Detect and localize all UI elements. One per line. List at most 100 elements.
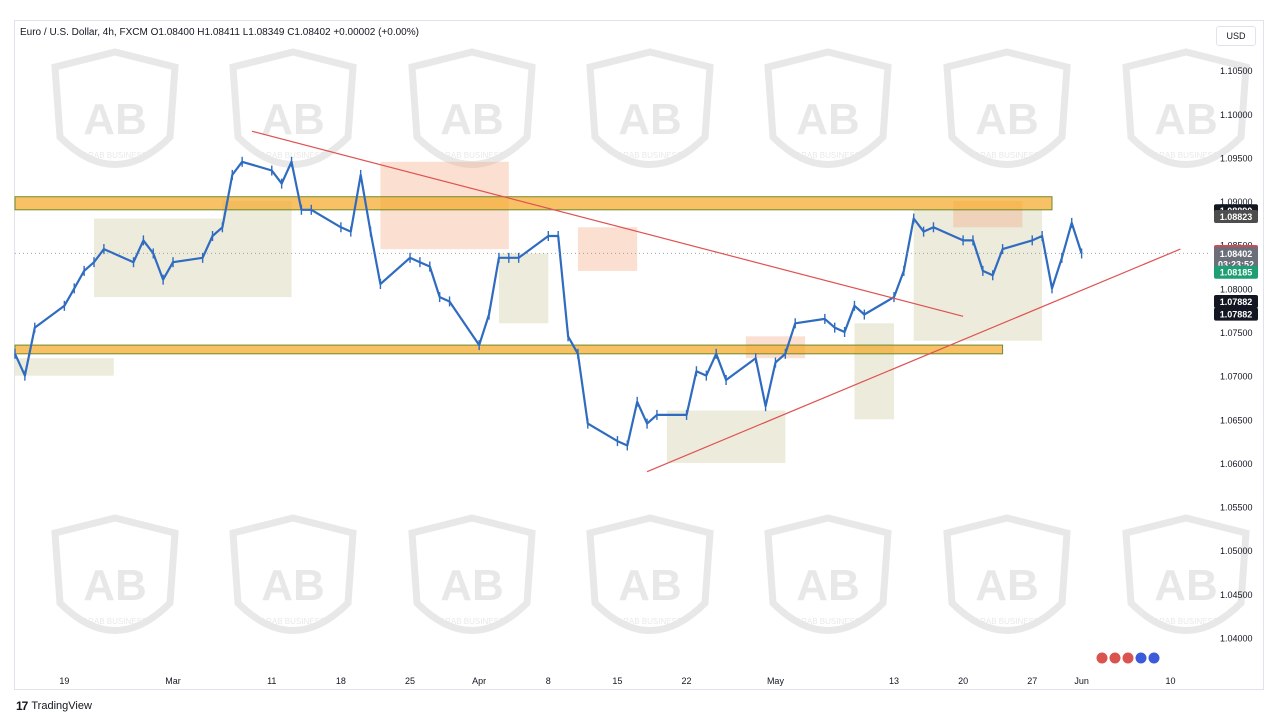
price-tick-label: 1.10000	[1220, 110, 1253, 120]
zone-box	[498, 253, 549, 324]
watermark-shield: AB ARAB BUSINESS	[51, 514, 179, 634]
trendline	[251, 130, 964, 317]
price-axis-tag-label: 1.07882	[1220, 297, 1253, 307]
event-flag-icon	[1095, 651, 1109, 665]
price-axis-tag	[1214, 294, 1258, 308]
watermark-label: ARAB BUSINESS	[796, 151, 860, 160]
price-tick-label: 1.05000	[1220, 546, 1253, 556]
svg-text:AB: AB	[440, 95, 504, 144]
zone-box	[666, 410, 786, 463]
watermark-label: ARAB BUSINESS	[975, 151, 1039, 160]
price-tick-label: 1.08000	[1220, 284, 1253, 294]
price-tick-label: 1.09500	[1220, 153, 1253, 163]
date-tick-label: 22	[682, 676, 692, 686]
price-axis-tag	[1214, 307, 1258, 321]
watermark-shield: AB ARAB BUSINESS	[764, 514, 892, 634]
date-tick-label: 10	[1165, 676, 1175, 686]
tradingview-logo[interactable]: 17 TradingView	[16, 699, 92, 713]
watermark-label: ARAB BUSINESS	[440, 617, 504, 626]
price-axis-tag	[1214, 246, 1258, 260]
date-tick-label: 13	[889, 676, 899, 686]
watermark-label: ARAB BUSINESS	[618, 151, 682, 160]
watermark-label: ARAB BUSINESS	[261, 617, 325, 626]
price-tick-label: 1.04000	[1220, 633, 1253, 643]
price-tick-label: 1.05500	[1220, 503, 1253, 513]
watermark-label: ARAB BUSINESS	[83, 617, 147, 626]
watermark-label: ARAB BUSINESS	[618, 617, 682, 626]
zone-box	[577, 227, 638, 271]
date-tick-label: 8	[546, 676, 551, 686]
date-tick-label: Mar	[165, 676, 181, 686]
svg-text:AB: AB	[440, 561, 504, 610]
date-tick-label: 18	[336, 676, 346, 686]
price-tick-label: 1.07500	[1220, 328, 1253, 338]
watermark-shield: AB ARAB BUSINESS	[408, 48, 536, 168]
svg-text:AB: AB	[796, 95, 860, 144]
key-level-zone	[14, 344, 1004, 355]
svg-text:AB: AB	[618, 95, 682, 144]
watermark-label: ARAB BUSINESS	[440, 151, 504, 160]
date-tick-label: 20	[958, 676, 968, 686]
price-axis-tag-label: 1.08823	[1220, 212, 1253, 222]
date-tick-label: Jun	[1074, 676, 1089, 686]
watermark-shield: AB ARAB BUSINESS	[229, 514, 357, 634]
tradingview-label: TradingView	[31, 700, 92, 712]
price-tick-label: 1.06000	[1220, 459, 1253, 469]
date-tick-label: 15	[612, 676, 622, 686]
zone-box	[15, 358, 114, 376]
symbol-legend: Euro / U.S. Dollar, 4h, FXCM O1.08400 H1…	[20, 27, 419, 38]
price-tick-label: 1.04500	[1220, 590, 1253, 600]
watermark-shield: AB ARAB BUSINESS	[943, 48, 1071, 168]
watermark-shield: AB ARAB BUSINESS	[586, 514, 714, 634]
trendline	[646, 248, 1181, 473]
watermark-label: ARAB BUSINESS	[975, 617, 1039, 626]
key-level-zone	[14, 196, 1053, 211]
date-tick-label: Apr	[472, 676, 486, 686]
price-axis-tag	[1214, 210, 1258, 224]
price-axis-tag-label: 1.07882	[1220, 310, 1253, 320]
watermark-label: ARAB BUSINESS	[83, 151, 147, 160]
watermark-label: ARAB BUSINESS	[261, 151, 325, 160]
event-flag-icon	[1147, 651, 1161, 665]
date-tick-label: 25	[405, 676, 415, 686]
watermark-shield: AB ARAB BUSINESS	[764, 48, 892, 168]
event-flag-icon	[1121, 651, 1135, 665]
price-tick-label: 1.06500	[1220, 415, 1253, 425]
price-axis-tag	[1214, 265, 1258, 279]
tradingview-icon: 17	[16, 699, 28, 713]
date-tick-label: May	[767, 676, 785, 686]
date-tick-label: 27	[1027, 676, 1037, 686]
svg-text:AB: AB	[261, 561, 325, 610]
watermark-shield: AB ARAB BUSINESS	[943, 514, 1071, 634]
svg-text:AB: AB	[83, 95, 147, 144]
watermark-label: ARAB BUSINESS	[796, 617, 860, 626]
zone-box	[913, 209, 1043, 341]
event-flag-icon	[1134, 651, 1148, 665]
watermark-shield: AB ARAB BUSINESS	[586, 48, 714, 168]
zone-box	[222, 201, 292, 298]
event-flag-icon	[1108, 651, 1122, 665]
price-tick-label: 1.09000	[1220, 197, 1253, 207]
price-axis-tag-label: 1.08402	[1220, 249, 1253, 259]
svg-text:AB: AB	[975, 95, 1039, 144]
currency-button[interactable]: USD	[1216, 26, 1256, 46]
svg-text:AB: AB	[1154, 561, 1218, 610]
watermark-shield: AB ARAB BUSINESS	[408, 514, 536, 634]
watermark-shield: AB ARAB BUSINESS	[1122, 514, 1250, 634]
price-tick-label: 1.10500	[1220, 66, 1253, 76]
watermark-label: ARAB BUSINESS	[1154, 617, 1218, 626]
svg-text:AB: AB	[975, 561, 1039, 610]
svg-text:AB: AB	[618, 561, 682, 610]
svg-text:AB: AB	[83, 561, 147, 610]
price-axis-tag-label: 03:23:52	[1218, 259, 1254, 269]
price-axis-tag-label: 1.08185	[1220, 268, 1253, 278]
watermark-shield: AB ARAB BUSINESS	[51, 48, 179, 168]
date-tick-label: 19	[59, 676, 69, 686]
price-tick-label: 1.07000	[1220, 372, 1253, 382]
watermark-label: ARAB BUSINESS	[1154, 151, 1218, 160]
date-tick-label: 11	[267, 676, 276, 686]
svg-text:AB: AB	[796, 561, 860, 610]
